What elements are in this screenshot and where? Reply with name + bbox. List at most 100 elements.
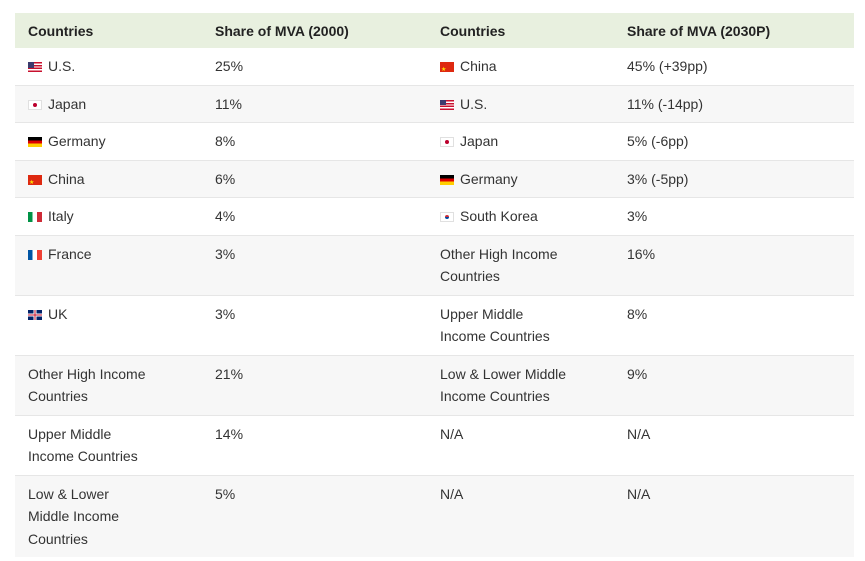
country-2000-text: Upper Middle Income Countries <box>28 425 138 465</box>
country-2000-text: UK <box>48 305 68 322</box>
share-2030-cell: 9% <box>614 355 854 416</box>
table-row: France 3% Other High Income Countries 16% <box>15 235 854 296</box>
share-2030-text: 8% <box>627 305 648 322</box>
country-2000-cell: Japan <box>15 85 202 123</box>
share-2000-text: 14% <box>215 425 244 442</box>
table-row: Upper Middle Income Countries 14% N/A N/A <box>15 415 854 476</box>
flag-jp-icon <box>440 137 454 147</box>
country-2000-text: China <box>48 170 85 187</box>
share-2030-text: N/A <box>627 485 651 502</box>
share-2030-cell: 8% <box>614 295 854 356</box>
share-2030-cell: N/A <box>614 415 854 476</box>
table-header: Countries Share of MVA (2000) Countries … <box>15 13 854 48</box>
table-row: Other High Income Countries 21% Low & Lowe… <box>15 355 854 416</box>
header-countries-2000: Countries <box>15 13 202 48</box>
share-2030-text: 3% <box>627 208 648 224</box>
country-2000-text: Low & Lower Middle Income Countries <box>28 485 120 547</box>
country-2000-cell: Low & Lower Middle Income Countries <box>15 475 202 557</box>
share-2030-text: 3% (-5pp) <box>627 170 689 187</box>
table-row: Italy 4% South Korea 3% <box>15 197 854 236</box>
country-2030-text: N/A <box>440 425 464 442</box>
country-2000-text: U.S. <box>48 58 76 74</box>
flag-jp-icon <box>28 99 42 110</box>
country-2000-cell: China <box>15 160 202 198</box>
share-2030-cell: 3% (-5pp) <box>614 160 854 198</box>
country-2030-text: Other High Income Countries <box>440 245 558 285</box>
country-2030-cell: Other High Income Countries <box>427 235 614 296</box>
share-2000-text: 11% <box>215 95 242 112</box>
share-2000-cell: 21% <box>202 355 427 416</box>
country-2030-text: U.S. <box>460 95 488 112</box>
country-2030-cell: Low & Lower Middle Income Countries <box>427 355 614 416</box>
share-2030-cell: 3% <box>614 197 854 236</box>
country-2000-cell: Other High Income Countries <box>15 355 202 416</box>
country-2030-cell: U.S. <box>427 85 614 123</box>
share-2000-cell: 11% <box>202 85 427 123</box>
share-2000-cell: 5% <box>202 475 427 557</box>
flag-it-icon <box>28 212 42 222</box>
share-2030-text: 5% (-6pp) <box>627 133 689 149</box>
share-2000-cell: 3% <box>202 235 427 296</box>
flag-de-icon <box>28 137 42 147</box>
flag-cn-icon <box>28 174 42 185</box>
flag-uk-icon <box>28 309 42 320</box>
share-2000-text: 25% <box>215 58 244 74</box>
country-2000-text: Germany <box>48 133 106 149</box>
header-share-2000: Share of MVA (2000) <box>202 13 427 48</box>
country-2030-cell: China <box>427 48 614 86</box>
share-2000-text: 3% <box>215 245 236 262</box>
country-2000-cell: UK <box>15 295 202 356</box>
header-row: Countries Share of MVA (2000) Countries … <box>15 13 854 48</box>
share-2000-text: 3% <box>215 305 236 322</box>
country-2030-cell: N/A <box>427 415 614 476</box>
header-countries-2030: Countries <box>427 13 614 48</box>
share-2000-cell: 4% <box>202 197 427 236</box>
country-2000-cell: Italy <box>15 197 202 236</box>
mva-share-table: Countries Share of MVA (2000) Countries … <box>15 13 854 557</box>
country-2030-text: Japan <box>460 133 499 149</box>
share-2000-cell: 3% <box>202 295 427 356</box>
share-2030-cell: 5% (-6pp) <box>614 122 854 161</box>
country-2000-text: Italy <box>48 208 74 224</box>
share-2030-text: 9% <box>627 365 648 382</box>
country-2030-text: Germany <box>460 170 518 187</box>
flag-us-icon <box>28 62 42 72</box>
share-2000-text: 4% <box>215 208 236 224</box>
country-2000-text: France <box>48 245 92 262</box>
country-2000-cell: U.S. <box>15 48 202 86</box>
flag-fr-icon <box>28 249 42 260</box>
table-row: U.S. 25% China 45% (+39pp) <box>15 48 854 86</box>
mva-share-table-container: Countries Share of MVA (2000) Countries … <box>15 13 854 557</box>
share-2000-cell: 6% <box>202 160 427 198</box>
header-share-2030: Share of MVA (2030P) <box>614 13 854 48</box>
share-2030-cell: 11% (-14pp) <box>614 85 854 123</box>
share-2000-text: 8% <box>215 133 236 149</box>
share-2000-text: 6% <box>215 170 236 187</box>
flag-us-icon <box>440 99 454 110</box>
country-2030-cell: N/A <box>427 475 614 557</box>
country-2000-cell: Germany <box>15 122 202 161</box>
table-body: U.S. 25% China 45% (+39pp) Japan 11% U.S. 11% (… <box>15 48 854 557</box>
share-2030-text: 11% (-14pp) <box>627 95 704 112</box>
flag-kr-icon <box>440 212 454 222</box>
table-row: China 6% Germany 3% (-5pp) <box>15 160 854 198</box>
country-2030-text: Low & Lower Middle Income Countries <box>440 365 567 405</box>
share-2030-cell: 16% <box>614 235 854 296</box>
country-2030-text: South Korea <box>460 208 538 224</box>
share-2030-text: N/A <box>627 425 651 442</box>
country-2000-text: Other High Income Countries <box>28 365 146 405</box>
share-2000-cell: 8% <box>202 122 427 161</box>
share-2030-text: 45% (+39pp) <box>627 58 708 74</box>
share-2000-cell: 25% <box>202 48 427 86</box>
share-2000-cell: 14% <box>202 415 427 476</box>
flag-cn-icon <box>440 62 454 72</box>
country-2030-cell: Upper Middle Income Countries <box>427 295 614 356</box>
country-2030-text: China <box>460 58 497 74</box>
country-2000-text: Japan <box>48 95 87 112</box>
table-row: Low & Lower Middle Income Countries 5% N/A… <box>15 475 854 557</box>
country-2030-cell: South Korea <box>427 197 614 236</box>
share-2030-text: 16% <box>627 245 656 262</box>
flag-de-icon <box>440 174 454 185</box>
share-2030-cell: N/A <box>614 475 854 557</box>
table-row: Germany 8% Japan 5% (-6pp) <box>15 122 854 161</box>
